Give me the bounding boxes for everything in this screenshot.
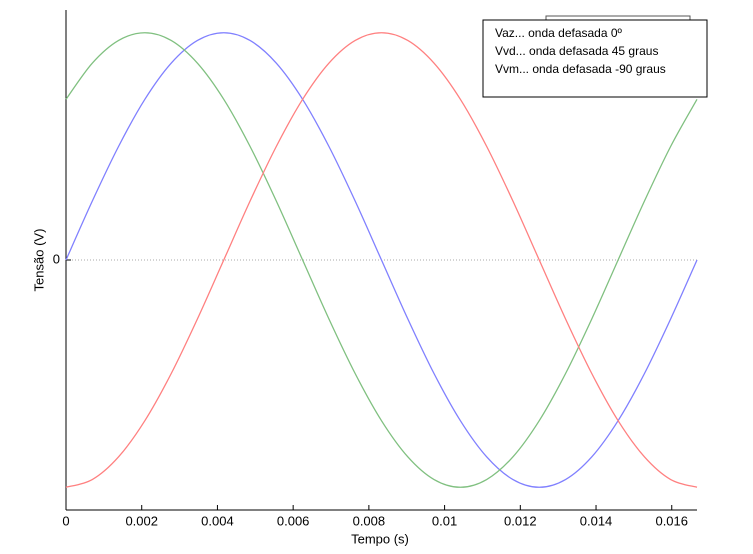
x-tick-label: 0.01 xyxy=(432,513,457,528)
x-tick-label: 0.004 xyxy=(201,513,234,528)
series-line xyxy=(65,32,698,488)
y-tick-label: 0 xyxy=(53,251,60,266)
x-tick-label: 0.016 xyxy=(655,513,688,528)
x-tick-label: 0.002 xyxy=(125,513,158,528)
legend-box xyxy=(482,19,708,98)
x-tick-label: 0 xyxy=(62,513,69,528)
series-line xyxy=(65,32,698,488)
legend-text: Vvm... onda defasada -90 graus xyxy=(495,62,666,76)
x-tick-label: 0.014 xyxy=(580,513,613,528)
x-tick-label: 0.012 xyxy=(504,513,537,528)
x-axis-label: Tempo (s) xyxy=(351,531,409,546)
x-tick-label: 0.008 xyxy=(353,513,386,528)
y-axis-label: Tensão (V) xyxy=(31,229,46,292)
series-line xyxy=(65,32,698,488)
legend-text: Vaz... onda defasada 0º xyxy=(495,26,623,40)
legend-text: Vvd... onda defasada 45 graus xyxy=(495,44,658,58)
x-tick-label: 0.006 xyxy=(277,513,310,528)
